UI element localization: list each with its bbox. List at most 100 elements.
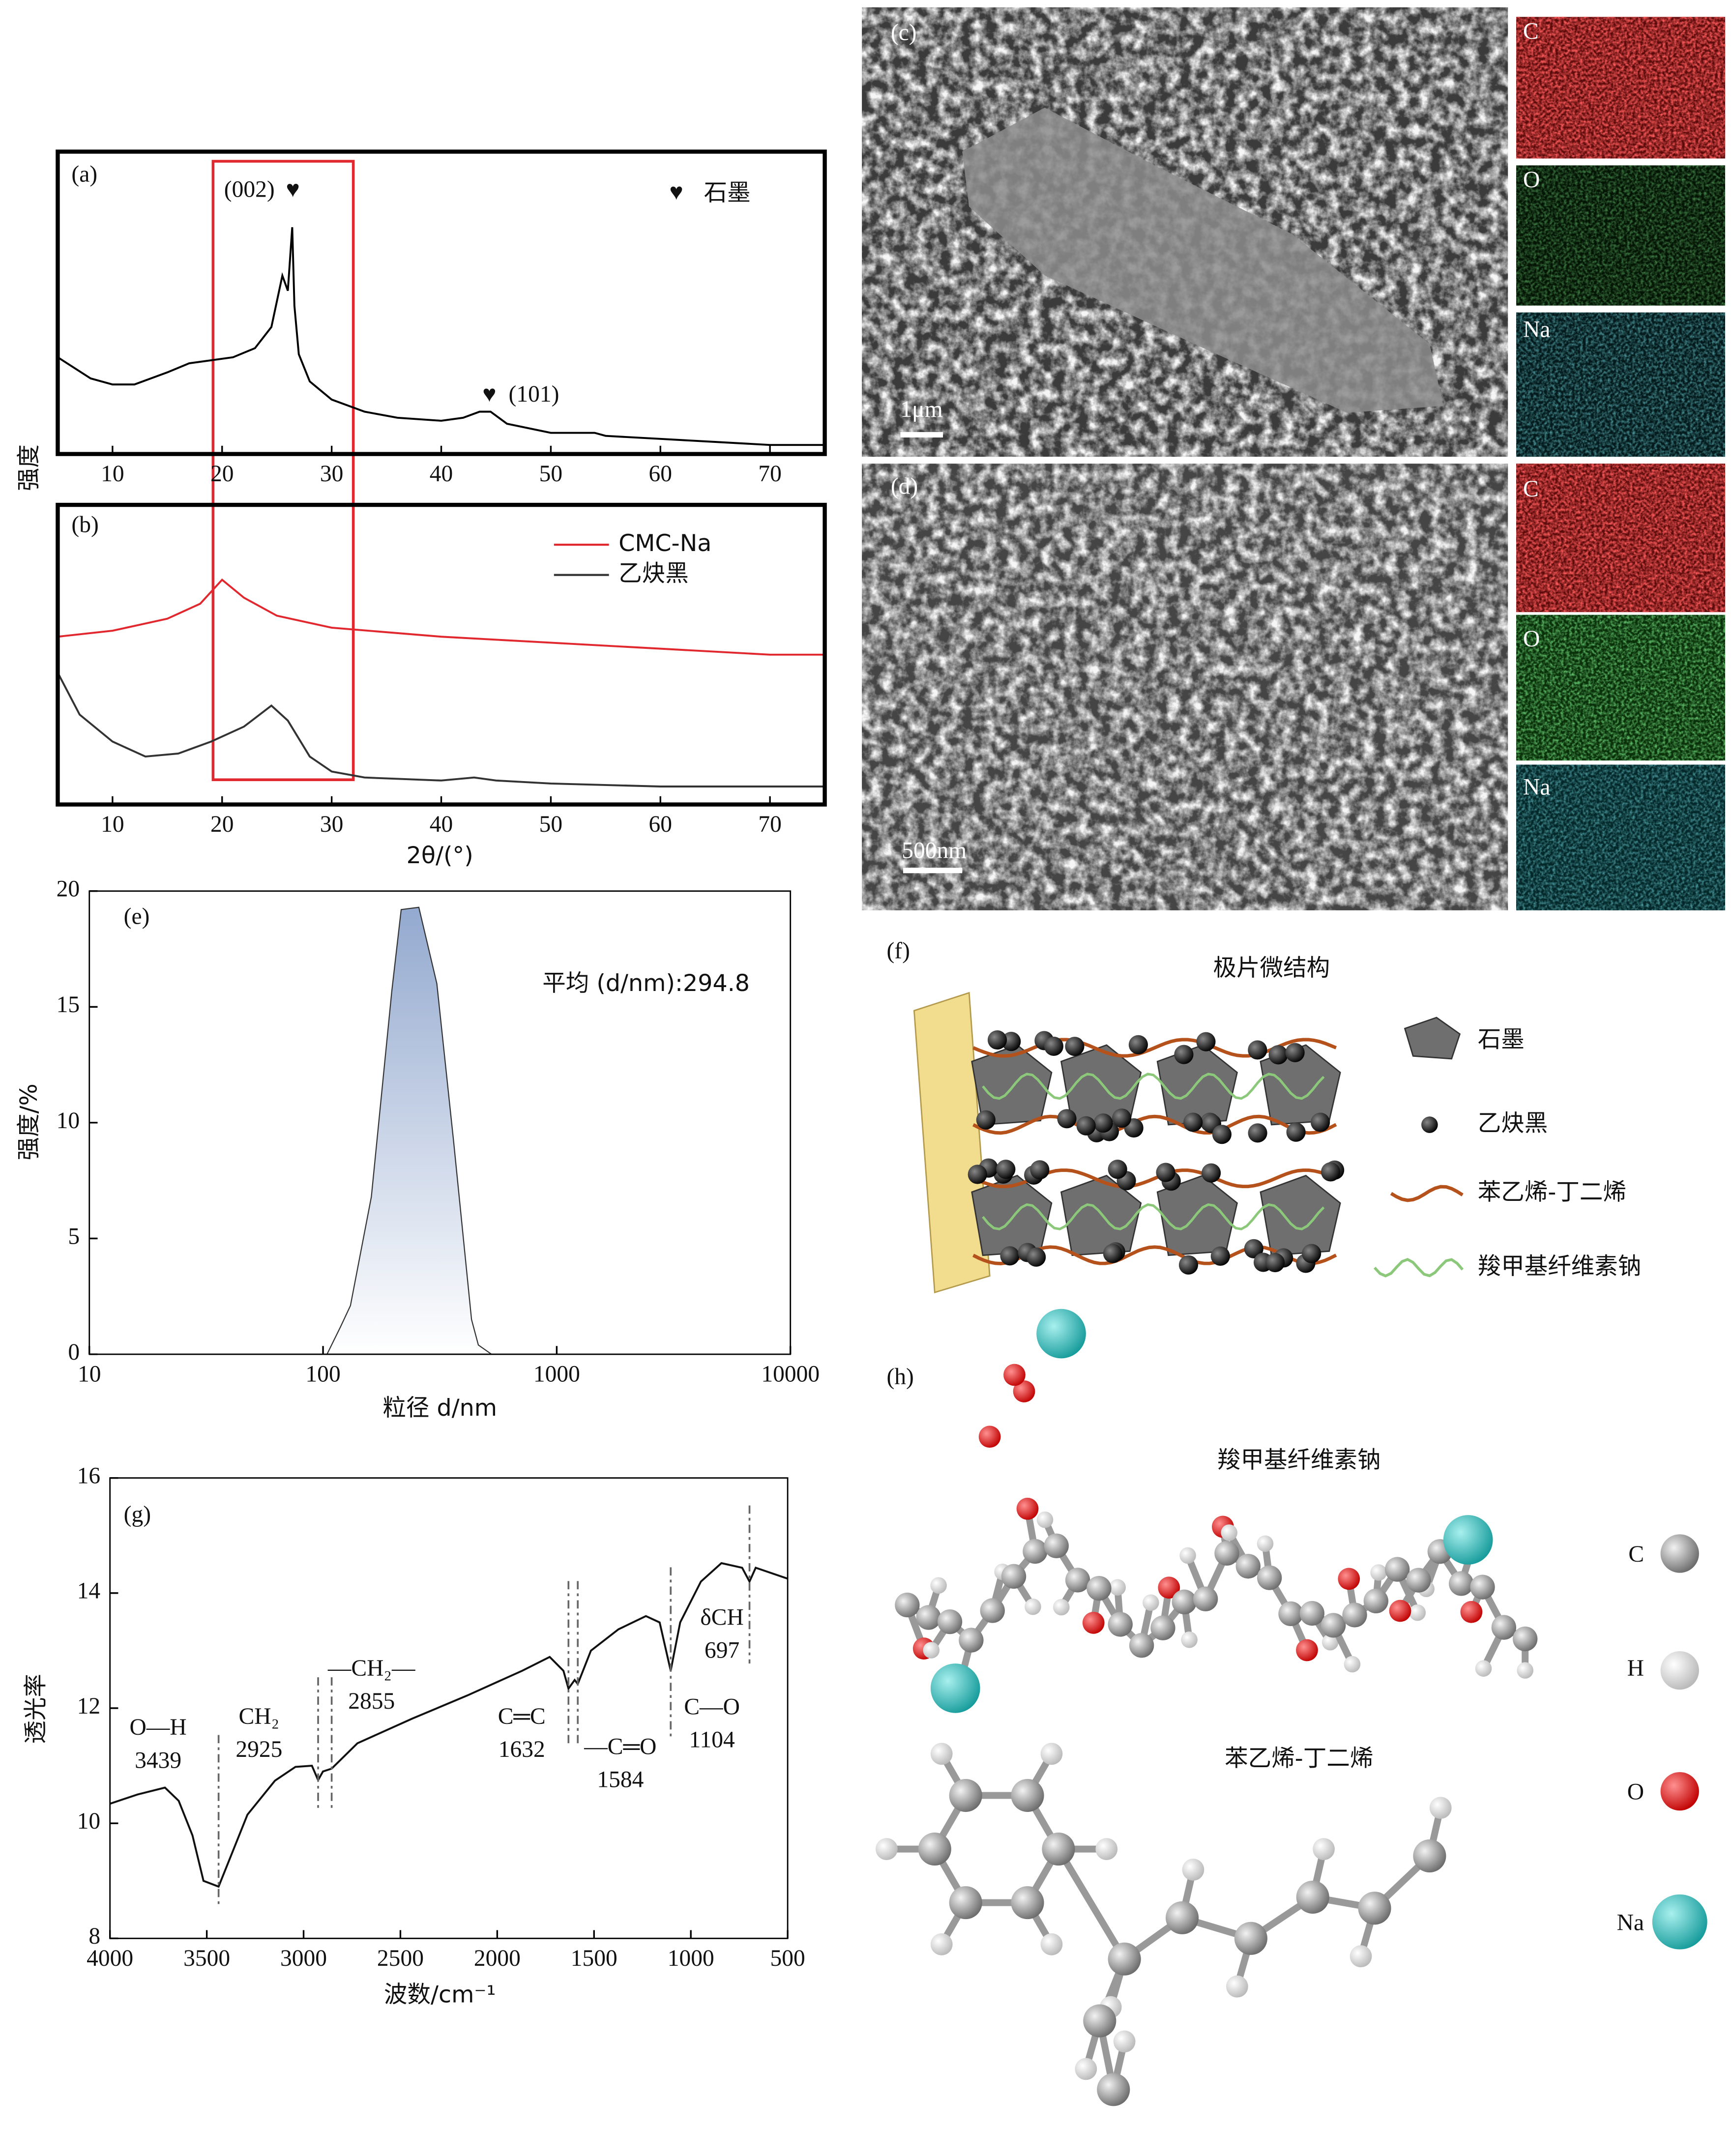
atom bbox=[1344, 1656, 1361, 1673]
panel-label: (g) bbox=[124, 1502, 151, 1527]
x-tick-label: 1000 bbox=[668, 1946, 714, 1971]
eds-label: C bbox=[1523, 476, 1539, 502]
atom bbox=[978, 1426, 1001, 1448]
carbon-black-particle bbox=[1265, 1253, 1285, 1273]
band-value: 3439 bbox=[135, 1748, 181, 1773]
x-tick-label: 60 bbox=[649, 461, 673, 487]
atom bbox=[1660, 1651, 1699, 1690]
x-tick-label: 40 bbox=[430, 812, 453, 837]
atom bbox=[1513, 1626, 1538, 1652]
atom bbox=[1172, 1589, 1197, 1615]
atom bbox=[1013, 1380, 1035, 1402]
carbon-black-particle bbox=[1248, 1123, 1267, 1143]
scale-bar-label: 1μm bbox=[900, 397, 942, 422]
peak-marker: ♥ bbox=[482, 381, 496, 407]
atom bbox=[1113, 2030, 1136, 2053]
carbon-black-particle bbox=[1286, 1122, 1306, 1142]
carbon-black-particle bbox=[1000, 1246, 1020, 1266]
carbon-black-particle bbox=[976, 1110, 996, 1130]
carbon-black-particle bbox=[1112, 1108, 1132, 1128]
graphite-particle bbox=[1156, 1044, 1238, 1126]
drawing-layer bbox=[56, 7, 1726, 2106]
atom bbox=[1179, 1547, 1196, 1564]
atom bbox=[1108, 1612, 1133, 1637]
carbon-black-particle bbox=[1044, 1036, 1064, 1056]
sbr-chain bbox=[972, 1114, 1337, 1135]
atom bbox=[1660, 1772, 1699, 1811]
carbon-black-particle bbox=[987, 1030, 1007, 1050]
band-value: 2925 bbox=[235, 1737, 282, 1762]
band-value: 1632 bbox=[499, 1737, 545, 1762]
atom bbox=[930, 1933, 953, 1955]
atom-label: C bbox=[1628, 1542, 1644, 1567]
atom bbox=[1182, 1859, 1204, 1881]
legend-carbon-black bbox=[1421, 1116, 1438, 1133]
x-tick-label: 2000 bbox=[474, 1946, 521, 1971]
y-tick-label: 8 bbox=[88, 1923, 100, 1949]
atom bbox=[930, 1577, 947, 1594]
atom bbox=[930, 1743, 953, 1765]
carbon-black-particle bbox=[1174, 1045, 1194, 1064]
atom bbox=[930, 1663, 980, 1713]
atom bbox=[1234, 1922, 1267, 1955]
carbon-black-particle bbox=[1212, 1125, 1232, 1144]
data-line bbox=[57, 672, 825, 787]
atom bbox=[1011, 1778, 1044, 1812]
x-tick-label: 70 bbox=[758, 812, 782, 837]
legend-cmc bbox=[1373, 1258, 1464, 1278]
atom bbox=[1040, 1743, 1063, 1765]
data-area bbox=[326, 906, 494, 1355]
atom bbox=[1025, 1598, 1041, 1615]
x-tick-label: 2500 bbox=[377, 1946, 424, 1971]
atom bbox=[1129, 1633, 1154, 1658]
legend-label: 羧甲基纤维素钠 bbox=[1478, 1253, 1642, 1280]
carbon-black-particle bbox=[1108, 1160, 1127, 1179]
atom bbox=[1181, 1631, 1198, 1648]
y-tick-label: 5 bbox=[68, 1224, 80, 1249]
peak-marker: ♥ bbox=[670, 179, 683, 205]
y-tick-label: 14 bbox=[77, 1578, 101, 1604]
atom bbox=[876, 1838, 898, 1860]
atom bbox=[1413, 1839, 1446, 1873]
atom bbox=[1053, 1599, 1070, 1616]
carbon-black-particle bbox=[1248, 1040, 1267, 1060]
eds-texture bbox=[1516, 764, 1726, 910]
carbon-black-particle bbox=[968, 1165, 987, 1184]
atom bbox=[1150, 1615, 1175, 1640]
annotation: (002) bbox=[224, 176, 275, 202]
atom bbox=[918, 1833, 951, 1866]
atom bbox=[1109, 1579, 1126, 1596]
x-axis-label: 2θ/(°) bbox=[407, 842, 473, 869]
atom bbox=[1660, 1534, 1699, 1573]
atom bbox=[949, 1778, 982, 1812]
y-tick-label: 0 bbox=[68, 1340, 80, 1365]
x-tick-label: 20 bbox=[210, 812, 234, 837]
x-tick-label: 70 bbox=[758, 461, 782, 487]
atom bbox=[1075, 2058, 1097, 2080]
atom bbox=[916, 1605, 941, 1630]
atom bbox=[1409, 1604, 1426, 1621]
atom bbox=[1449, 1571, 1474, 1596]
carbon-black-particle bbox=[1178, 1255, 1199, 1275]
atom-label: H bbox=[1627, 1656, 1644, 1681]
carbon-black-particle bbox=[1183, 1112, 1203, 1132]
graphite-flake bbox=[962, 108, 1443, 413]
x-tick-label: 60 bbox=[649, 812, 673, 837]
atom bbox=[1193, 1586, 1218, 1611]
x-tick-label: 50 bbox=[539, 812, 563, 837]
legend-label: 乙炔黑 bbox=[1478, 1110, 1548, 1137]
y-tick-label: 16 bbox=[77, 1463, 101, 1489]
x-tick-label: 20 bbox=[210, 461, 234, 487]
bond bbox=[1055, 1847, 1128, 1961]
x-tick-label: 10 bbox=[78, 1362, 101, 1387]
band-label: C—O bbox=[684, 1694, 740, 1719]
legend-label: CMC-Na bbox=[618, 530, 711, 557]
carbon-black-particle bbox=[1030, 1160, 1050, 1180]
atom bbox=[1166, 1901, 1199, 1934]
x-tick-label: 10 bbox=[101, 461, 124, 487]
carbon-black-particle bbox=[1311, 1112, 1330, 1132]
atom bbox=[1350, 1945, 1372, 1968]
carbon-black-particle bbox=[1196, 1032, 1216, 1051]
carbon-black-particle bbox=[1244, 1239, 1263, 1258]
atom bbox=[1257, 1535, 1274, 1552]
